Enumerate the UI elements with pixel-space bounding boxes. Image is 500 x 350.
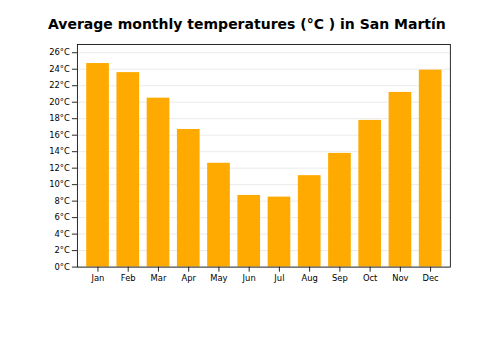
- svg-text:14°C: 14°C: [49, 146, 70, 156]
- svg-text:10°C: 10°C: [49, 179, 70, 189]
- svg-text:Jun: Jun: [242, 273, 256, 283]
- svg-text:6°C: 6°C: [54, 212, 70, 222]
- svg-text:20°C: 20°C: [49, 97, 70, 107]
- svg-text:22°C: 22°C: [49, 80, 70, 90]
- svg-text:8°C: 8°C: [54, 196, 70, 206]
- svg-text:12°C: 12°C: [49, 163, 70, 173]
- svg-text:18°C: 18°C: [49, 113, 70, 123]
- svg-text:Feb: Feb: [121, 273, 136, 283]
- svg-text:26°C: 26°C: [49, 47, 70, 57]
- svg-text:Dec: Dec: [422, 273, 439, 283]
- svg-text:24°C: 24°C: [49, 64, 70, 74]
- html-text:Average monthly temperatures (: Average monthly temperatures (°C ) in Sa…: [48, 16, 446, 32]
- svg-text:Apr: Apr: [181, 273, 196, 283]
- svg-text:2°C: 2°C: [54, 245, 70, 255]
- svg-text:Nov: Nov: [392, 273, 408, 283]
- svg-text:Oct: Oct: [363, 273, 378, 283]
- svg-text:0°C: 0°C: [54, 262, 70, 272]
- svg-text:Jul: Jul: [273, 273, 284, 283]
- svg-text:Sep: Sep: [332, 273, 348, 283]
- svg-text:4°C: 4°C: [54, 229, 70, 239]
- svg-text:Aug: Aug: [301, 273, 317, 283]
- svg-text:Mar: Mar: [151, 273, 167, 283]
- svg-text:16°C: 16°C: [49, 130, 70, 140]
- svg-text:Jan: Jan: [91, 273, 105, 283]
- svg-text:May: May: [210, 273, 227, 283]
